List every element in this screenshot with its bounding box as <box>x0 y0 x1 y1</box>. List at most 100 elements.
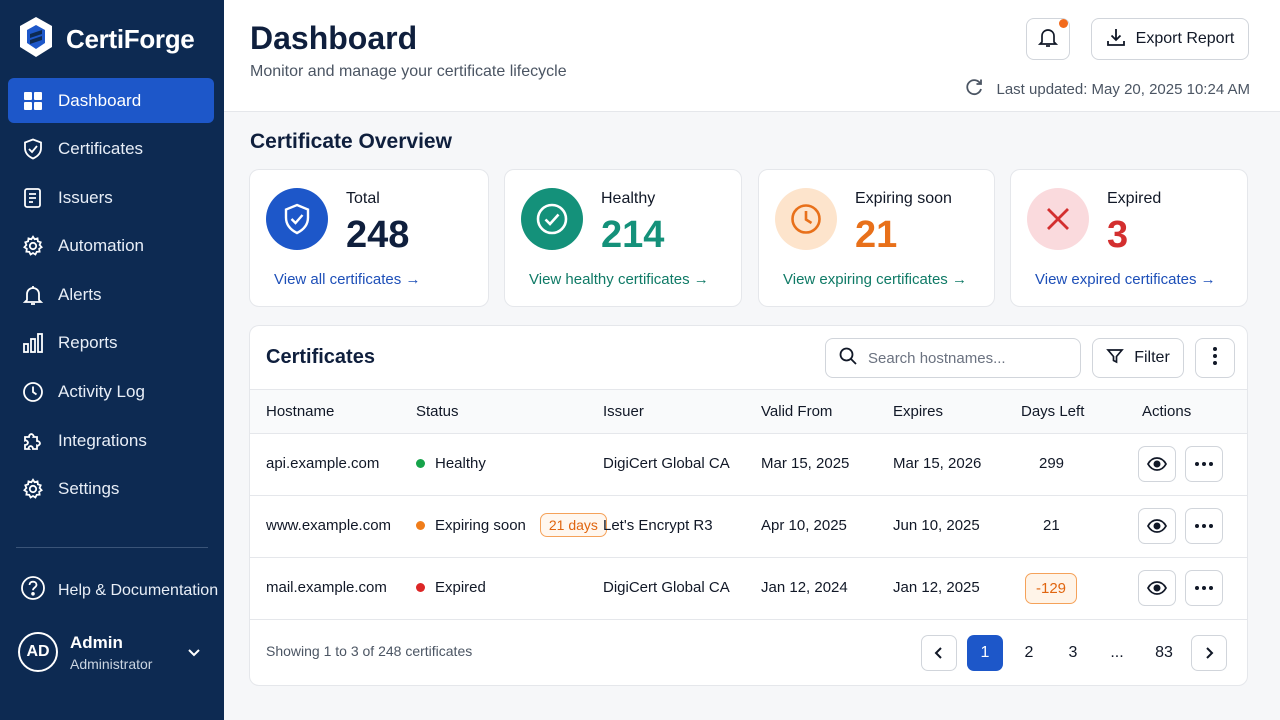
column-header-valid-from[interactable]: Valid From <box>761 403 833 420</box>
overview-title: Certificate Overview <box>250 130 452 153</box>
document-list-icon <box>22 187 44 209</box>
brand[interactable]: CertiForge <box>18 16 195 63</box>
sidebar-item-automation[interactable]: Automation <box>8 224 214 269</box>
avatar: AD <box>18 632 58 672</box>
export-report-button[interactable]: Export Report <box>1091 18 1249 60</box>
column-header-days-left[interactable]: Days Left <box>1021 403 1085 420</box>
sidebar-item-settings[interactable]: Settings <box>8 467 214 512</box>
sidebar-item-label: Settings <box>58 479 120 499</box>
download-icon <box>1106 27 1126 52</box>
brand-name: CertiForge <box>66 24 195 54</box>
page-button-2[interactable]: 2 <box>1024 644 1034 661</box>
refresh-icon[interactable] <box>964 77 984 101</box>
eye-icon <box>1147 581 1167 595</box>
hostname-cell: www.example.com <box>266 517 392 534</box>
notification-dot <box>1059 19 1068 28</box>
user-menu[interactable]: AD Admin Administrator <box>18 632 208 672</box>
issuer-cell: Let's Encrypt R3 <box>603 517 713 534</box>
view-button[interactable] <box>1138 446 1176 482</box>
sidebar-item-issuers[interactable]: Issuers <box>8 175 214 220</box>
chevron-down-icon[interactable] <box>186 644 202 665</box>
days-left-cell: 21 <box>1043 517 1060 534</box>
column-header-hostname[interactable]: Hostname <box>266 403 335 420</box>
view-button[interactable] <box>1138 508 1176 544</box>
column-header-expires[interactable]: Expires <box>893 403 944 420</box>
page-button-3[interactable]: 3 <box>1068 644 1078 661</box>
help-documentation-link[interactable]: Help & Documentation <box>20 575 218 606</box>
column-header-status[interactable]: Status <box>416 403 459 420</box>
hostname-cell: api.example.com <box>266 455 380 472</box>
column-header-issuer[interactable]: Issuer <box>603 403 644 420</box>
page-subtitle: Monitor and manage your certificate life… <box>250 63 567 80</box>
row-more-button[interactable] <box>1185 446 1223 482</box>
filter-icon <box>1106 347 1125 370</box>
search-box[interactable] <box>825 338 1081 378</box>
sidebar-item-reports[interactable]: Reports <box>8 321 214 366</box>
more-vertical-icon <box>1212 346 1218 371</box>
page-button-83[interactable]: 83 <box>1155 644 1173 661</box>
more-horizontal-icon <box>1195 462 1213 466</box>
more-horizontal-icon <box>1195 524 1213 528</box>
notifications-button[interactable] <box>1026 18 1070 60</box>
stat-card-total: Total 248 View all certificates → <box>249 169 489 307</box>
table-row[interactable]: api.example.com Healthy DigiCert Global … <box>250 434 1247 496</box>
sidebar-item-label: Integrations <box>58 430 147 450</box>
sidebar-item-certificates[interactable]: Certificates <box>8 127 214 172</box>
next-page-button[interactable] <box>1191 635 1227 671</box>
column-header-actions: Actions <box>1142 403 1192 420</box>
page-header: Dashboard Monitor and manage your certif… <box>224 0 1280 112</box>
pagination-summary: Showing 1 to 3 of 248 certificates <box>266 643 473 659</box>
eye-icon <box>1147 457 1167 471</box>
expires-cell: Jun 10, 2025 <box>893 517 980 534</box>
search-icon <box>838 346 858 371</box>
clock-icon <box>22 381 44 403</box>
prev-page-button[interactable] <box>921 635 957 671</box>
grid-icon <box>22 90 44 112</box>
row-more-button[interactable] <box>1185 508 1223 544</box>
gear-icon <box>22 235 44 257</box>
page-button-1[interactable]: 1 <box>967 635 1003 671</box>
help-label: Help & Documentation <box>58 581 219 599</box>
sidebar-item-activity-log[interactable]: Activity Log <box>8 370 214 415</box>
valid-from-cell: Apr 10, 2025 <box>761 517 847 534</box>
sidebar-item-alerts[interactable]: Alerts <box>8 272 214 317</box>
status-cell: Expired <box>416 579 486 596</box>
status-label: Healthy <box>435 455 486 472</box>
view-expired-certificates-link[interactable]: View expired certificates → <box>1035 271 1216 288</box>
stat-label: Total <box>346 190 380 207</box>
view-button[interactable] <box>1138 570 1176 606</box>
sidebar-item-label: Automation <box>58 236 144 256</box>
sidebar-item-integrations[interactable]: Integrations <box>8 418 214 463</box>
sidebar-nav: Dashboard Certificates Issuers Automatio… <box>8 78 214 515</box>
help-circle-icon <box>20 575 46 606</box>
status-cell: Healthy <box>416 455 486 472</box>
check-circle-icon <box>521 188 583 250</box>
filter-button[interactable]: Filter <box>1092 338 1184 378</box>
table-title: Certificates <box>266 346 375 368</box>
sidebar: CertiForge Dashboard Certificates Issuer… <box>0 0 224 720</box>
table-more-button[interactable] <box>1195 338 1235 378</box>
view-all-certificates-link[interactable]: View all certificates → <box>274 271 421 288</box>
hostname-cell: mail.example.com <box>266 579 387 596</box>
stat-card-expired: Expired 3 View expired certificates → <box>1010 169 1248 307</box>
status-cell: Expiring soon 21 days <box>416 513 607 537</box>
certificates-table-card: Certificates Filter Hostname Status Issu… <box>249 325 1248 686</box>
stat-value: 3 <box>1107 214 1129 256</box>
expires-cell: Jan 12, 2025 <box>893 579 980 596</box>
status-dot <box>416 459 425 468</box>
last-updated: Last updated: May 20, 2025 10:24 AM <box>964 77 1250 101</box>
issuer-cell: DigiCert Global CA <box>603 455 730 472</box>
view-expiring-certificates-link[interactable]: View expiring certificates → <box>783 271 967 288</box>
row-more-button[interactable] <box>1185 570 1223 606</box>
sidebar-item-dashboard[interactable]: Dashboard <box>8 78 214 123</box>
table-row[interactable]: www.example.com Expiring soon 21 days Le… <box>250 496 1247 558</box>
days-remaining-badge: 21 days <box>539 513 607 537</box>
export-report-label: Export Report <box>1135 30 1235 47</box>
sidebar-item-label: Certificates <box>58 139 144 159</box>
table-row[interactable]: mail.example.com Expired DigiCert Global… <box>250 558 1247 620</box>
filter-label: Filter <box>1134 349 1170 366</box>
view-healthy-certificates-link[interactable]: View healthy certificates → <box>529 271 709 288</box>
expires-cell: Mar 15, 2026 <box>893 455 982 472</box>
close-icon <box>1027 188 1089 250</box>
search-input[interactable] <box>868 349 1068 367</box>
